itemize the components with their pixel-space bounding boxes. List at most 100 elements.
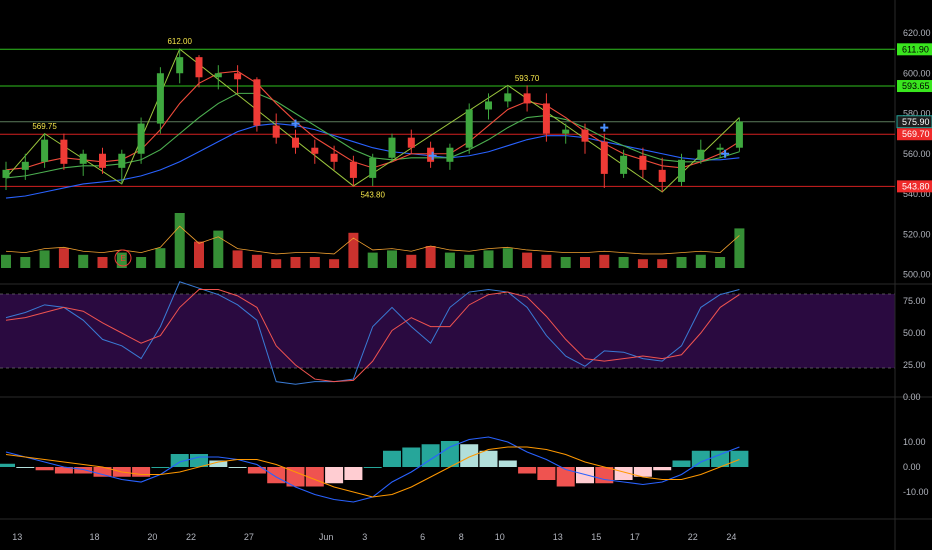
candle-body [678,159,685,182]
macd-histogram-bar [247,467,266,474]
time-tick-label: 17 [630,532,640,542]
stoch-background [0,294,895,368]
signal-line [5,446,740,498]
price-tick-label: 520.00 [903,229,931,239]
volume-bar [560,257,571,268]
candle-body [214,73,222,78]
earnings-label: E [120,254,125,263]
price-tick-label: 540.00 [903,189,931,199]
macd-histogram-bar [672,460,691,467]
candle-body [562,129,570,134]
price-annotation: 612.00 [167,37,192,46]
macd-histogram-bar [151,467,170,468]
macd-histogram-bar [614,467,633,480]
macd-histogram-bar [518,467,537,474]
macd-histogram-bar [93,467,112,477]
volume-bar [251,254,262,268]
volume-bar [97,257,108,268]
macd-histogram-bar [228,467,247,468]
candle-body [620,155,628,174]
zigzag-polyline [5,48,740,193]
candle-body [349,161,357,178]
volume-bar [599,254,610,268]
macd-tick-label: 0.00 [903,462,921,472]
time-tick-label: 24 [726,532,736,542]
price-annotation: 543.80 [360,190,385,199]
macd-histogram-bar [576,467,594,484]
volume-bar [387,250,397,268]
volume-bar [580,257,590,268]
horizontal-levels[interactable] [0,48,895,187]
volume-bar [502,248,513,268]
candle-body [99,153,106,168]
time-tick-label: 6 [420,532,425,542]
volume-bar [290,257,301,268]
volume-bar [406,254,417,268]
volume-bar [78,254,89,268]
volume-bar [676,257,687,268]
time-tick-label: 13 [12,532,22,542]
candle-body [79,153,87,164]
volume-bar [541,254,552,268]
macd-histogram-bar [633,467,652,477]
volume-bar [58,248,69,268]
time-tick-label: 3 [362,532,367,542]
volume-bar [194,241,204,268]
volume-bar [657,259,668,268]
candle-body [253,79,261,126]
price-tick-label: 560.00 [903,149,931,159]
cross-icon [721,149,730,158]
macd-histogram-bar [383,450,401,467]
macd-histogram-bar [132,467,151,477]
candle-body [581,129,589,142]
volume-bar [116,252,127,268]
volume-bars [1,213,745,268]
macd-histogram-bar [730,450,749,467]
macd-histogram-bar [209,460,228,467]
candle-body [60,139,68,164]
stoch-tick-label: 75.00 [903,296,926,306]
stoch-tick-label: 50.00 [903,328,926,338]
macd-histogram-bar [421,444,440,467]
volume-bar [174,213,185,268]
price-annotation: 569.75 [32,122,57,131]
macd-tick-label: 10.00 [903,437,926,447]
ma-slow-line [5,123,740,199]
candle-body [176,57,184,74]
macd-histogram-bar [344,467,363,480]
time-tick-label: 22 [186,532,196,542]
volume-bar [39,250,50,268]
macd-histogram-bar [691,450,710,467]
volume-bar [444,252,455,268]
stochastic-pane [5,281,740,385]
price-tag-box [897,128,932,141]
price-annotations: 612.00 593.70 569.75 543.80 [32,37,540,199]
time-tick-label: 8 [459,532,464,542]
volume-bar [213,230,224,268]
stoch-tick-label: 25.00 [903,360,926,370]
macd-tick-label: -10.00 [903,487,929,497]
price-tag-label: 611.90 [902,44,929,54]
volume-bar [425,246,436,268]
time-tick-label: 10 [495,532,505,542]
volume-bar [309,257,320,268]
candle-body [600,141,608,174]
volume-bar [20,257,31,268]
volume-bar [715,257,726,268]
macd-histogram-bar [170,454,189,467]
price-tag-label: 593.65 [902,81,930,91]
volume-bar [232,250,243,268]
candle-body [311,147,319,154]
price-tick-label: 580.00 [903,109,931,119]
candle-body [118,153,126,168]
price-tag-box [896,115,932,129]
time-tick-label: 15 [591,532,601,542]
time-tick-label: 22 [688,532,698,542]
macd-histogram-bar [35,467,54,471]
macd-pane [0,436,749,503]
volume-bar [329,259,340,268]
macd-histogram-bar [537,467,556,480]
price-tick-label: 620.00 [903,28,931,38]
macd-histogram-bar [498,460,517,467]
